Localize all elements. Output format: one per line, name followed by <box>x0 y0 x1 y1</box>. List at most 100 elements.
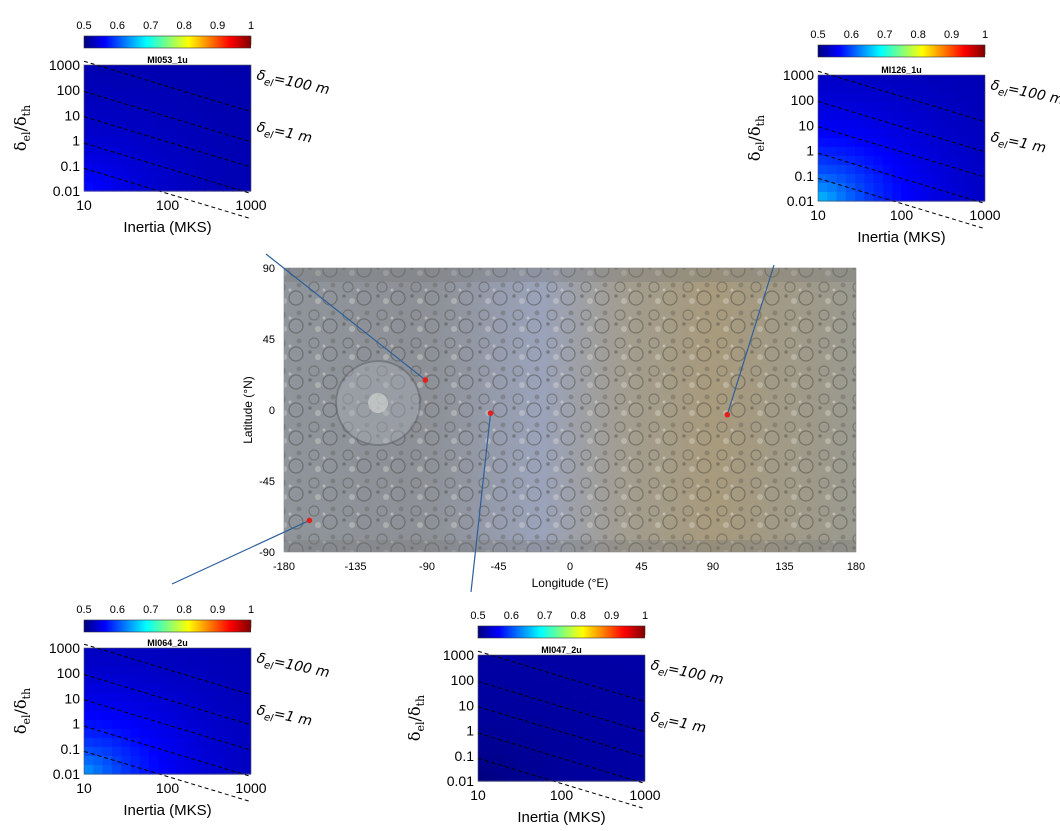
heatmap-cell <box>186 756 196 766</box>
contour-line <box>477 706 646 758</box>
heatmap-cell <box>542 772 553 782</box>
heatmap-cell <box>148 74 159 84</box>
heatmap-cell <box>139 146 150 156</box>
heatmap-cell <box>836 174 847 184</box>
colorbar-gradient <box>477 625 646 639</box>
ytick-label: 0.01 <box>53 183 80 199</box>
heatmap-cell <box>102 666 113 676</box>
panel-title: MI047_2u <box>541 645 582 655</box>
heatmap-cell <box>213 173 224 183</box>
heatmap-cell <box>84 702 94 712</box>
ytick-label: 0.01 <box>447 773 474 789</box>
heatmap-cell <box>873 138 884 148</box>
heatmap-cell <box>635 763 646 773</box>
heatmap-cell <box>139 101 150 111</box>
heatmap-cell <box>158 711 169 721</box>
heatmap-cell <box>195 765 206 775</box>
xlabel: Inertia (MKS) <box>517 809 605 826</box>
heatmap-cell <box>84 693 94 703</box>
heatmap-cell <box>505 691 516 701</box>
heatmap-cell <box>241 92 252 102</box>
heatmap-cell <box>920 120 930 130</box>
heatmap-cell <box>186 146 196 156</box>
heatmap-cell <box>845 156 856 166</box>
heatmap-cell <box>84 92 94 102</box>
heatmap-cell <box>580 673 590 683</box>
heatmap-cell <box>855 93 865 103</box>
heatmap-cell <box>938 174 949 184</box>
xtick-label: 1000 <box>969 207 1000 223</box>
heatmap-cell <box>167 182 178 192</box>
contour-lines <box>83 45 255 220</box>
heatmap-cell <box>617 727 628 737</box>
heatmap-cell <box>167 675 178 685</box>
heatmap-cell <box>195 693 206 703</box>
heatmap-cell <box>84 65 94 75</box>
heatmap-cell <box>589 745 600 755</box>
heatmap-cell <box>929 138 940 148</box>
heatmap-cell <box>607 700 618 710</box>
heatmap-cell <box>93 711 104 721</box>
colorbar: 0.5 0.6 0.7 0.8 0.9 1 <box>76 20 254 49</box>
heatmap-cell <box>845 183 856 193</box>
heatmap-cell <box>580 691 590 701</box>
heatmap-cell <box>589 709 600 719</box>
heatmap-cell <box>223 92 234 102</box>
heatmap-cell <box>910 75 921 85</box>
heatmap-cell <box>148 173 159 183</box>
heatmap-cell <box>167 173 178 183</box>
heatmap-cell <box>496 691 507 701</box>
heatmap-cell <box>598 772 609 782</box>
ytick-label: 10 <box>458 697 474 713</box>
heatmap-cell <box>515 718 525 728</box>
heatmap-cell <box>204 119 215 129</box>
heatmap-cell <box>524 772 535 782</box>
heatmap-cell <box>121 765 131 775</box>
heatmap-cell <box>204 675 215 685</box>
heatmap-cell <box>533 682 544 692</box>
heatmap-cell <box>938 93 949 103</box>
heatmap-cell <box>552 691 563 701</box>
heatmap-cell <box>882 183 893 193</box>
heatmap-cell <box>213 65 224 75</box>
xtick-label: 10 <box>470 787 486 803</box>
heatmap-cell <box>186 74 196 84</box>
heatmap-cell <box>505 727 516 737</box>
heatmap-cell <box>93 137 104 147</box>
heatmap-cell <box>626 772 637 782</box>
heatmap-cell <box>892 147 903 157</box>
colorbar-tick-label: 0.9 <box>604 610 619 622</box>
heatmap-cell <box>966 111 977 121</box>
heatmap-cell <box>901 183 912 193</box>
heatmap-cell <box>626 655 637 665</box>
heatmap-cell <box>524 718 535 728</box>
heatmap-cell <box>910 192 921 202</box>
contour-line <box>817 126 986 178</box>
site-marker <box>422 377 429 383</box>
heatmap-cell <box>111 729 122 739</box>
heatmap-cell <box>836 138 847 148</box>
heatmap-cell <box>626 673 637 683</box>
heatmap-cell <box>920 111 930 121</box>
heatmap-cell <box>515 691 525 701</box>
heatmap-cell <box>195 648 206 658</box>
ytick-label: 0.1 <box>61 741 81 757</box>
heatmap-cell <box>635 727 646 737</box>
heatmap-cell <box>542 709 553 719</box>
xtick-label: 10 <box>76 197 92 213</box>
heatmap-cell <box>148 146 159 156</box>
colorbar-tick-label: 1 <box>248 604 254 616</box>
heatmap-cell <box>505 655 516 665</box>
heatmap-cell <box>938 192 949 202</box>
heatmap-cell <box>873 183 884 193</box>
heatmap-cell <box>84 756 94 766</box>
heatmap-cell <box>542 727 553 737</box>
heatmap-cell <box>167 693 178 703</box>
map-ylabel: Latitude (°N) <box>241 376 255 444</box>
heatmap-cell <box>607 772 618 782</box>
heatmap-cell <box>121 137 131 147</box>
heatmap-cell <box>102 146 113 156</box>
heatmap-cell <box>148 101 159 111</box>
heatmap-cell <box>139 720 150 730</box>
heatmap-cell <box>626 709 637 719</box>
